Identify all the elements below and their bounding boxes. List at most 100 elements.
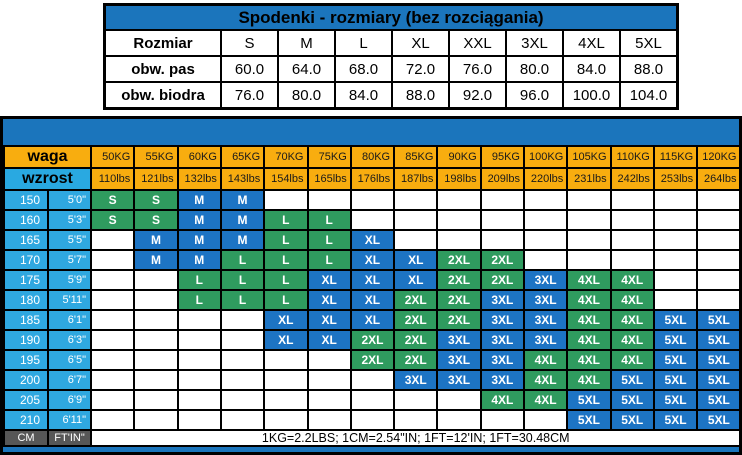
shorts-size-table: Spodenki - rozmiary (bez rozciągania) Ro… [103, 3, 679, 110]
height-cm-cell: 180 [3, 289, 49, 311]
height-ftin-cell: 6'11" [46, 409, 93, 431]
size-cell-XL: XL [393, 249, 439, 271]
size-cell-S: S [133, 209, 179, 231]
measure-value: 68.0 [334, 55, 393, 83]
weight-lbs-cell: 253lbs [652, 167, 699, 191]
size-cell-empty [436, 409, 482, 431]
size-cell-empty [436, 389, 482, 411]
size-cell-empty [479, 209, 525, 231]
size-cell-3XL: 3XL [436, 369, 482, 391]
size-cell-5XL: 5XL [652, 369, 699, 391]
size-label-5XL: 5XL [619, 29, 679, 57]
size-cell-empty [696, 189, 742, 211]
size-cell-empty [176, 329, 222, 351]
size-cell-2XL: 2XL [349, 329, 396, 351]
measure-value: 76.0 [220, 81, 279, 110]
size-column-header: Rozmiar [103, 29, 222, 57]
size-cell-empty [90, 269, 136, 291]
size-cell-empty [263, 189, 309, 211]
size-cell-empty [696, 289, 742, 311]
size-cell-empty [522, 229, 569, 251]
size-cell-4XL: 4XL [566, 349, 612, 371]
size-cell-empty [436, 229, 482, 251]
size-cell-empty [176, 389, 222, 411]
weight-kg-cell: 110KG [609, 145, 655, 169]
weight-lbs-cell: 209lbs [479, 167, 525, 191]
size-label-XL: XL [391, 29, 450, 57]
size-cell-XL: XL [349, 229, 396, 251]
size-table-title-row: Spodenki - rozmiary (bez rozciągania) [103, 3, 679, 31]
weight-lbs-cell: 264lbs [696, 167, 742, 191]
weight-kg-cell: 90KG [436, 145, 482, 169]
height-cm-cell: 160 [3, 209, 49, 231]
size-cell-empty [90, 409, 136, 431]
size-table-title: Spodenki - rozmiary (bez rozciągania) [103, 3, 679, 31]
hips-row: obw. biodra 76.0 80.0 84.0 88.0 92.0 96.0 100.0… [103, 81, 679, 110]
size-cell-4XL: 4XL [609, 349, 655, 371]
size-cell-empty [219, 369, 266, 391]
height-cm-cell: 200 [3, 369, 49, 391]
height-row-180: 180 5'11" L L L XL XL 2XL 2XL 3XL 3XL 4XL 4XL [3, 289, 742, 311]
size-cell-empty [696, 229, 742, 251]
size-cell-empty [133, 309, 179, 331]
size-cell-empty [652, 209, 699, 231]
weight-kg-cell: 95KG [479, 145, 525, 169]
height-cm-cell: 190 [3, 329, 49, 351]
size-cell-empty [652, 189, 699, 211]
size-cell-3XL: 3XL [522, 289, 569, 311]
weight-kg-cell: 70KG [263, 145, 309, 169]
size-cell-4XL: 4XL [566, 369, 612, 391]
size-cell-empty [306, 409, 352, 431]
size-cell-empty [566, 229, 612, 251]
size-cell-5XL: 5XL [696, 389, 742, 411]
size-cell-5XL: 5XL [609, 389, 655, 411]
size-cell-empty [306, 389, 352, 411]
size-cell-XL: XL [306, 309, 352, 331]
size-cell-empty [522, 189, 569, 211]
height-row-150: 150 5'0" S S M M [3, 189, 742, 211]
size-cell-empty [349, 389, 396, 411]
weight-lbs-cell: 121lbs [133, 167, 179, 191]
measure-value: 84.0 [562, 55, 621, 83]
height-cm-cell: 205 [3, 389, 49, 411]
size-cell-L: L [263, 209, 309, 231]
measure-value: 72.0 [391, 55, 450, 83]
size-cell-empty [522, 249, 569, 271]
size-table-header-row: Rozmiar S M L XL XXL 3XL 4XL 5XL [103, 29, 679, 57]
size-cell-5XL: 5XL [652, 409, 699, 431]
size-cell-2XL: 2XL [479, 249, 525, 271]
weight-lbs-cell: 220lbs [522, 167, 569, 191]
weight-kg-cell: 75KG [306, 145, 352, 169]
size-cell-2XL: 2XL [436, 289, 482, 311]
size-cell-2XL: 2XL [349, 349, 396, 371]
height-row-185: 185 6'1" XL XL XL 2XL 2XL 3XL 3XL 4XL 4XL 5XL 5XL [3, 309, 742, 331]
size-cell-empty [436, 189, 482, 211]
size-cell-empty [696, 269, 742, 291]
height-row-205: 205 6'9" 4XL 4XL 5XL 5XL 5XL 5XL [3, 389, 742, 411]
size-cell-empty [90, 389, 136, 411]
size-cell-5XL: 5XL [696, 329, 742, 351]
measure-label: obw. pas [103, 55, 222, 83]
size-cell-XL: XL [263, 309, 309, 331]
size-cell-empty [566, 249, 612, 271]
measure-value: 88.0 [391, 81, 450, 110]
size-cell-empty [176, 369, 222, 391]
weight-kg-cell: 80KG [349, 145, 396, 169]
height-ftin-cell: 5'9" [46, 269, 93, 291]
weight-lbs-cell: 132lbs [176, 167, 222, 191]
size-label-4XL: 4XL [562, 29, 621, 57]
size-cell-4XL: 4XL [566, 269, 612, 291]
size-cell-XL: XL [349, 289, 396, 311]
size-cell-empty [609, 189, 655, 211]
size-cell-4XL: 4XL [566, 329, 612, 351]
size-cell-L: L [263, 249, 309, 271]
size-cell-2XL: 2XL [436, 309, 482, 331]
size-cell-3XL: 3XL [479, 309, 525, 331]
weight-lbs-cell: 165lbs [306, 167, 352, 191]
size-cell-empty [522, 209, 569, 231]
size-cell-L: L [219, 289, 266, 311]
height-ftin-cell: 6'3" [46, 329, 93, 351]
height-row-170: 170 5'7" M M L L L XL XL 2XL 2XL [3, 249, 742, 271]
size-cell-empty [393, 409, 439, 431]
weight-lbs-cell: 187lbs [393, 167, 439, 191]
